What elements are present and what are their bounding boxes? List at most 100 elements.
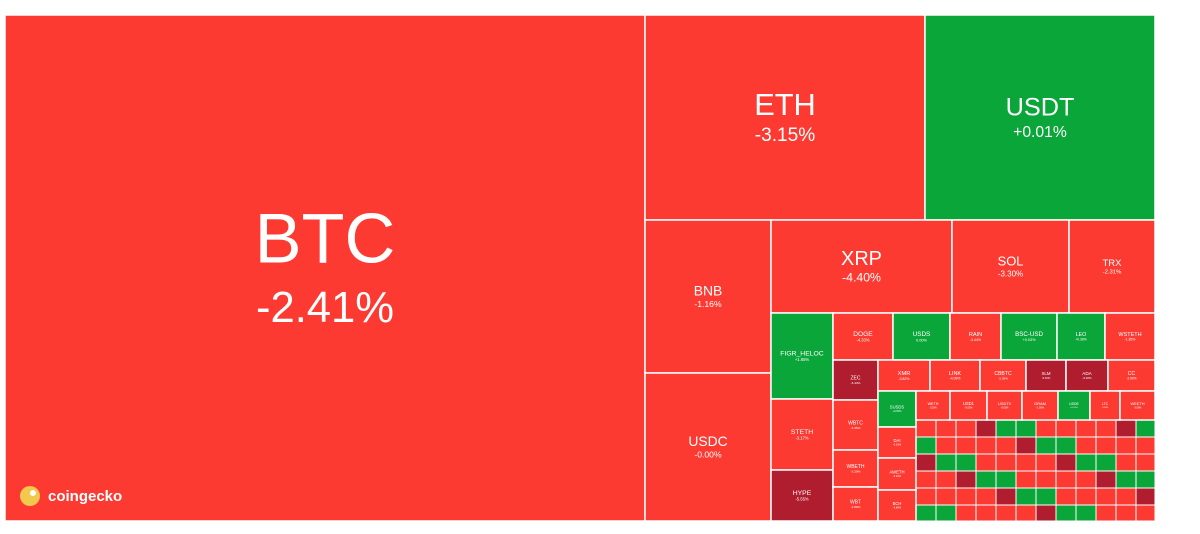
tile-value: -1.16% xyxy=(694,299,722,309)
tile-value: -1.50% xyxy=(1036,407,1045,410)
tile-label: USDT0 xyxy=(998,401,1012,406)
tile xyxy=(951,219,1070,314)
small-tile xyxy=(935,504,957,522)
small-tile xyxy=(975,436,997,455)
tile-label: XLM xyxy=(1041,371,1050,376)
small-tile xyxy=(1095,436,1117,455)
small-tile xyxy=(1035,504,1057,522)
small-tile xyxy=(1015,453,1037,472)
small-tile xyxy=(1075,419,1097,438)
small-tile xyxy=(1055,453,1077,472)
tile-label: BNB xyxy=(694,282,723,298)
tile-label: DAI xyxy=(894,438,901,443)
small-tile xyxy=(1115,453,1137,472)
tile xyxy=(1104,312,1156,361)
small-tile xyxy=(1095,470,1117,489)
tile-label: HYPE xyxy=(793,490,812,497)
tile-value: -3.82% xyxy=(898,377,909,381)
tile-value: -3.17% xyxy=(795,436,809,441)
tile-value: -2.41% xyxy=(256,284,394,332)
small-tile xyxy=(1115,419,1137,438)
small-tile xyxy=(1035,419,1057,438)
small-tile xyxy=(955,436,977,455)
tile-label: WETH xyxy=(928,402,939,406)
tile-label: CC xyxy=(1128,371,1136,377)
tile-value: -3.44% xyxy=(970,338,981,342)
tile-value: -3.30% xyxy=(998,269,1023,278)
tile-value: -3.20% xyxy=(929,407,936,409)
tile-label: FIGR_HELOC xyxy=(780,350,824,357)
small-tile xyxy=(1055,436,1077,455)
tile xyxy=(877,426,917,459)
small-tile xyxy=(995,487,1017,506)
small-tile xyxy=(935,470,957,489)
tile-label: BSC-USD xyxy=(1015,331,1043,338)
tile-label: WBETH xyxy=(846,464,864,470)
treemap: BTC -2.41% ETH -3.15% USDT +0.01% BNB-1.16% USD… xyxy=(4,14,1156,522)
tile-label: TRX xyxy=(1103,258,1123,269)
small-tile xyxy=(975,504,997,522)
tile-label: ADA xyxy=(1082,371,1092,376)
small-tile xyxy=(1075,470,1097,489)
tile-value: -2.90% xyxy=(1126,376,1136,380)
small-tile xyxy=(1015,436,1037,455)
small-tile xyxy=(1135,436,1156,455)
tile-value: -2.80% xyxy=(851,505,861,509)
tile-value: -5.55% xyxy=(795,497,809,502)
small-tile xyxy=(1095,504,1117,522)
small-tile xyxy=(1095,419,1117,438)
small-tile xyxy=(1035,487,1057,506)
tile-label: USDS xyxy=(913,331,931,338)
tile xyxy=(770,398,834,471)
small-tile xyxy=(1135,419,1156,438)
small-tile xyxy=(1115,470,1137,489)
tile-value: -1.85% xyxy=(1125,338,1136,342)
small-tile xyxy=(975,453,997,472)
tile-value: -3.20% xyxy=(851,469,861,473)
tile xyxy=(1065,359,1109,392)
tile-label: GRAM xyxy=(1034,401,1046,406)
tile-label: WSTETH xyxy=(1118,332,1141,338)
small-tile xyxy=(995,419,1017,438)
tile-value: +0.02% xyxy=(893,409,903,413)
tile-value: -3.60% xyxy=(893,506,902,510)
tile-value: -4.09% xyxy=(950,377,961,381)
tile-label: WEETH xyxy=(1130,401,1144,406)
tile xyxy=(915,390,951,421)
logo-eye xyxy=(30,490,36,496)
tile-value: -3.39% xyxy=(998,376,1008,380)
tile xyxy=(1056,312,1106,361)
tile xyxy=(770,469,834,522)
tile-value: -0.00% xyxy=(694,450,722,460)
tile-value: -0.02% xyxy=(1001,406,1009,409)
tile-value: +1.65% xyxy=(795,357,810,362)
small-tile xyxy=(955,470,977,489)
tile-label: CBBTC xyxy=(994,371,1012,377)
small-tile xyxy=(915,453,937,472)
tile-label: RAIN xyxy=(969,332,982,338)
tile-value: -3.00% xyxy=(1134,406,1142,409)
tile-label: USDE xyxy=(1069,402,1079,406)
tile xyxy=(770,219,953,314)
small-tile xyxy=(1115,436,1137,455)
tile xyxy=(1068,219,1156,314)
tile-label: USD1 xyxy=(963,401,975,406)
small-tile xyxy=(1075,436,1097,455)
tile xyxy=(644,372,772,522)
small-tile xyxy=(1055,470,1077,489)
small-tile xyxy=(935,436,957,455)
tile-label: DOGE xyxy=(853,331,873,338)
small-tile xyxy=(1015,419,1037,438)
tile-value: +0.38% xyxy=(1075,338,1086,342)
tile-label: BTC xyxy=(255,199,396,278)
tile xyxy=(832,312,894,361)
small-tile xyxy=(1035,470,1057,489)
small-tile xyxy=(1115,487,1137,506)
tile-value: -2.90% xyxy=(1102,407,1109,409)
tile-value: -2.36% xyxy=(851,426,861,430)
tile xyxy=(986,390,1023,421)
small-tile xyxy=(1095,487,1117,506)
small-tile xyxy=(1135,487,1156,506)
small-tile xyxy=(955,419,977,438)
